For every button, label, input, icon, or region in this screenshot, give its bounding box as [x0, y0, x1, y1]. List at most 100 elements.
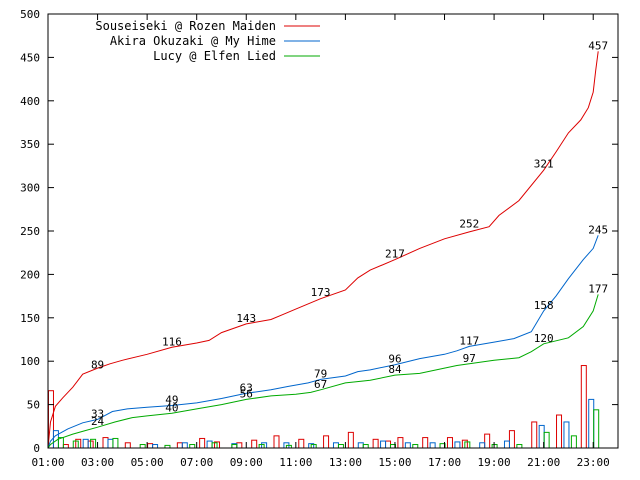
hourly-bar: [147, 443, 154, 449]
data-label: 116: [162, 335, 182, 348]
hourly-bar: [82, 438, 89, 449]
hourly-bar: [484, 433, 491, 449]
hourly-bar: [412, 444, 419, 449]
hourly-bar: [62, 444, 69, 449]
y-tick-label: 350: [20, 138, 40, 151]
y-tick-label: 500: [20, 8, 40, 21]
hourly-bar: [199, 437, 206, 449]
hourly-bar: [332, 442, 339, 449]
hourly-bar: [531, 421, 538, 449]
hourly-bar: [176, 442, 183, 449]
x-tick-label: 09:00: [230, 456, 263, 469]
hourly-bar: [479, 442, 486, 449]
data-labels-layer: 89 116 143 173 217 252 321 457 33 49 63 79 96 117 158 2…: [91, 39, 608, 428]
y-tick-label: 400: [20, 95, 40, 108]
data-label: 33: [91, 407, 104, 420]
data-label: 117: [459, 334, 479, 347]
y-tick-label: 0: [33, 442, 40, 455]
y-tick-label: 300: [20, 182, 40, 195]
data-label: 457: [588, 39, 608, 52]
data-label: 24: [91, 415, 105, 428]
hourly-bar: [563, 421, 570, 449]
hourly-bar: [124, 442, 131, 449]
plot-frame: [47, 13, 619, 449]
hourly-bar: [404, 442, 411, 449]
hourly-bar: [588, 398, 595, 449]
y-tick-label: 100: [20, 355, 40, 368]
hourly-bar: [357, 442, 364, 449]
data-label: 49: [165, 393, 178, 406]
data-label: 79: [314, 367, 327, 380]
data-label: 217: [385, 248, 405, 261]
lines-layer: [47, 51, 599, 449]
hourly-bar: [593, 409, 600, 449]
data-label: 321: [534, 157, 554, 170]
hourly-bar: [570, 435, 577, 449]
x-tick-label: 23:00: [577, 456, 610, 469]
hourly-bar: [298, 438, 305, 449]
hourly-bar: [446, 437, 453, 449]
data-label: 173: [311, 286, 331, 299]
y-tick-label: 450: [20, 51, 40, 64]
data-label: 56: [240, 387, 253, 400]
hourly-bar: [556, 414, 563, 449]
data-label: 67: [314, 378, 327, 391]
data-label: 252: [459, 217, 479, 230]
data-label: 63: [240, 381, 253, 394]
hourly-bar: [251, 439, 258, 449]
hourly-bar: [380, 440, 387, 449]
y-tick-label: 150: [20, 312, 40, 325]
data-label: 40: [165, 401, 178, 414]
y-tick-label: 50: [27, 399, 40, 412]
hourly-bar: [372, 438, 379, 449]
hourly-bar: [152, 444, 159, 449]
x-tick-label: 01:00: [31, 456, 64, 469]
legend-entry-label: Souseiseki @ Rozen Maiden: [95, 19, 276, 33]
hourly-bar: [273, 435, 280, 449]
hourly-bar: [189, 444, 196, 449]
hourly-bar: [422, 437, 429, 449]
series-line: [47, 294, 599, 449]
data-label: 96: [388, 353, 401, 366]
hourly-bar: [231, 444, 238, 449]
hourly-bar: [139, 444, 146, 449]
x-tick-label: 19:00: [478, 456, 511, 469]
legend-entry-label: Akira Okuzaki @ My Hime: [110, 34, 276, 48]
hourly-bar: [107, 438, 114, 449]
hourly-bar: [508, 430, 515, 449]
data-label: 143: [236, 312, 256, 325]
x-tick-label: 05:00: [131, 456, 164, 469]
hourly-bar: [543, 431, 550, 449]
series-line: [47, 51, 599, 449]
hourly-bar: [323, 435, 330, 449]
x-tick-label: 11:00: [279, 456, 312, 469]
hourly-bar: [206, 440, 213, 449]
x-tick-label: 03:00: [81, 456, 114, 469]
data-label: 245: [588, 223, 608, 236]
series-line: [47, 235, 599, 449]
axes-layer: 0 50 100 150 200 250 300 350 400 450 500 01:00 03:00…: [20, 8, 618, 469]
hourly-bar: [429, 442, 436, 449]
hourly-bar: [337, 444, 344, 449]
x-tick-label: 17:00: [428, 456, 461, 469]
x-tick-label: 15:00: [378, 456, 411, 469]
hourly-bar: [503, 440, 510, 449]
data-label: 97: [463, 352, 476, 365]
x-tick-label: 13:00: [329, 456, 362, 469]
hourly-bar: [385, 440, 392, 449]
hourly-bar: [347, 431, 354, 449]
x-tick-label: 07:00: [180, 456, 213, 469]
hourly-bar: [181, 442, 188, 449]
hourly-bar: [516, 444, 523, 449]
hourly-bar: [236, 442, 243, 449]
data-label: 177: [588, 282, 608, 295]
data-label: 158: [534, 299, 554, 312]
data-label: 84: [388, 363, 402, 376]
hourly-bar: [102, 437, 109, 449]
y-tick-label: 250: [20, 225, 40, 238]
data-label: 120: [534, 332, 554, 345]
x-tick-label: 21:00: [527, 456, 560, 469]
y-tick-label: 200: [20, 268, 40, 281]
